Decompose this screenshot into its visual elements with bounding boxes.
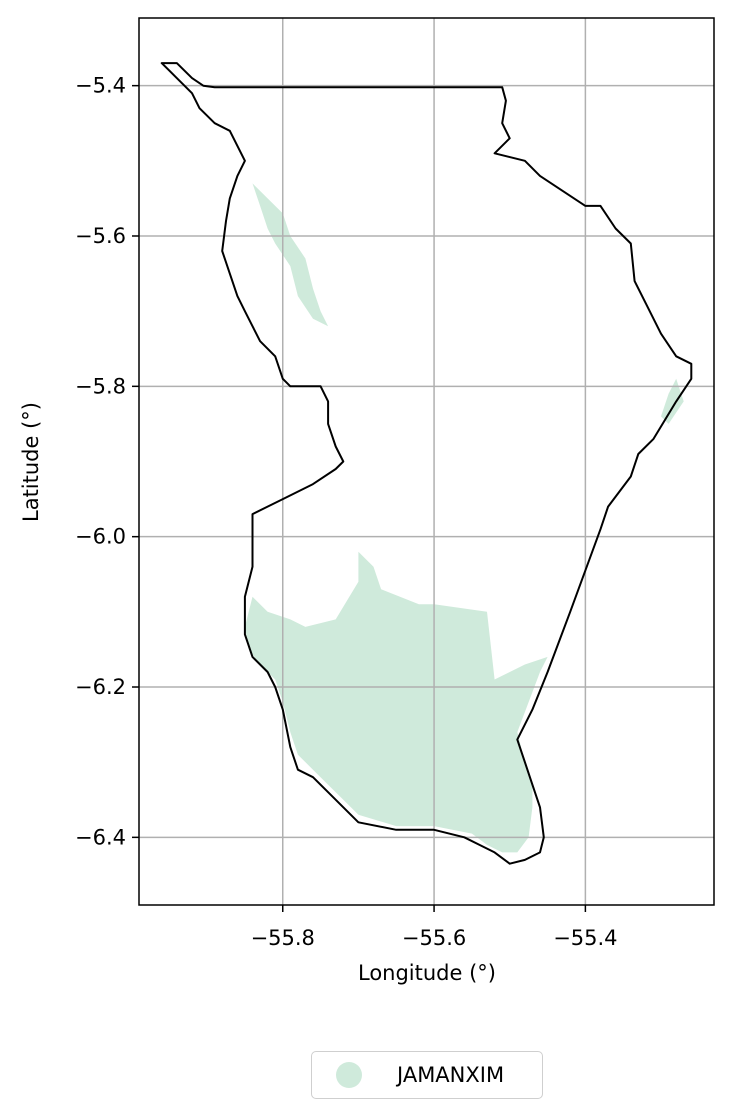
y-axis-label: Latitude (°) — [19, 402, 43, 522]
municipality-boundary — [160, 62, 693, 865]
y-tick-label: −6.2 — [75, 675, 126, 699]
legend: JAMANXIM — [311, 1051, 543, 1099]
area-jamanxim-part-2 — [252, 183, 329, 327]
legend-label-jamanxim: JAMANXIM — [397, 1063, 505, 1087]
area-jamanxim-part-1 — [244, 551, 548, 853]
x-tick-label: −55.8 — [251, 926, 315, 950]
x-axis-label: Longitude (°) — [358, 961, 496, 985]
x-tick-label: −55.6 — [402, 926, 466, 950]
legend-swatch-jamanxim — [336, 1062, 362, 1088]
y-tick-label: −6.4 — [75, 825, 126, 849]
y-tick-label: −5.6 — [75, 224, 126, 248]
axis-ticks: −55.8 −55.6 −55.4 −5.4 −5.6 −5.8 −6.0 −6.2 −6.4 — [75, 74, 618, 950]
y-tick-label: −6.0 — [75, 525, 126, 549]
y-tick-label: −5.4 — [75, 74, 126, 98]
grid-lines — [139, 18, 714, 905]
y-tick-label: −5.8 — [75, 374, 126, 398]
x-tick-label: −55.4 — [553, 926, 617, 950]
protected-areas-layer — [244, 183, 684, 853]
plot-frame — [138, 17, 715, 906]
area-jamanxim-part-3 — [661, 378, 684, 424]
